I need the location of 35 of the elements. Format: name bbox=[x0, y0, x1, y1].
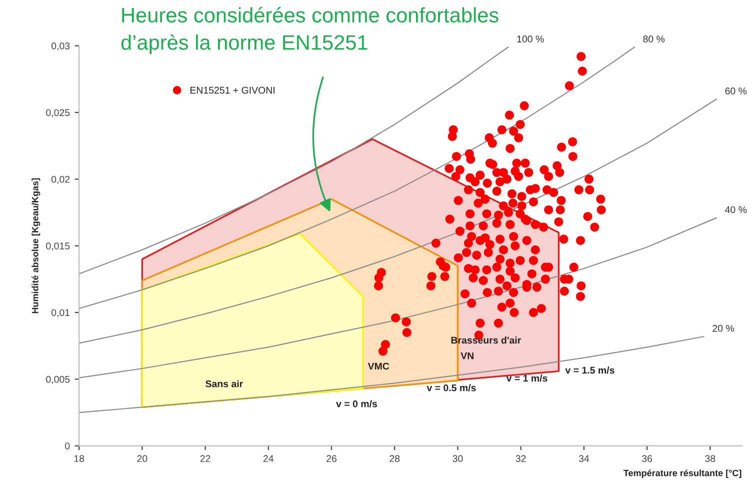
x-tick-label: 34 bbox=[578, 455, 590, 462]
x-tick-label: 26 bbox=[326, 455, 336, 462]
x-tick-label: 18 bbox=[74, 455, 84, 462]
x-tick-label: 24 bbox=[263, 455, 274, 462]
chart-title: Heures considérées comme confortables d’après la norme EN15251 bbox=[121, 6, 498, 54]
x-tick-label: 20 bbox=[137, 455, 148, 462]
y-tick-label: 0,005 bbox=[46, 376, 70, 384]
x-tick-label: 32 bbox=[516, 455, 526, 462]
annotation: v = 0 m/s bbox=[336, 400, 377, 408]
series-label: Sans air bbox=[206, 380, 243, 388]
y-tick-label: 0,03 bbox=[51, 42, 70, 51]
series-label: 20 % bbox=[712, 324, 734, 332]
y-tick-label: 0 bbox=[65, 442, 70, 450]
y-tick-label: 0,015 bbox=[46, 242, 70, 251]
y-tick-label: 0,02 bbox=[51, 176, 70, 184]
series-label: 80 % bbox=[643, 36, 665, 42]
annotation: v = 1 m/s bbox=[506, 374, 548, 382]
x-tick-label: 36 bbox=[642, 455, 652, 462]
x-tick-label: 28 bbox=[390, 455, 400, 462]
series-label: 100 % bbox=[517, 36, 544, 42]
annotation: v = 1.5 m/s bbox=[565, 366, 614, 374]
y-tick-label: 0,025 bbox=[46, 109, 70, 118]
x-tick-label: 22 bbox=[200, 455, 210, 462]
x-tick-label: 38 bbox=[705, 455, 716, 462]
legend-label: EN15251 + GIVONI bbox=[190, 86, 274, 94]
series-label: 40 % bbox=[725, 206, 747, 214]
y-tick-label: 0,01 bbox=[51, 309, 70, 318]
series-label: VMC bbox=[368, 362, 390, 370]
series-label: 60 % bbox=[725, 88, 747, 94]
y-axis-title: Humidité absolue [Kgeau/Kgas] bbox=[32, 178, 40, 314]
x-tick-label: 30 bbox=[452, 455, 463, 462]
annotation: VN bbox=[460, 352, 474, 360]
annotation: v = 0.5 m/s bbox=[426, 384, 476, 392]
x-axis-title: Température résultante [°C] bbox=[623, 469, 742, 478]
line-series bbox=[79, 336, 704, 414]
